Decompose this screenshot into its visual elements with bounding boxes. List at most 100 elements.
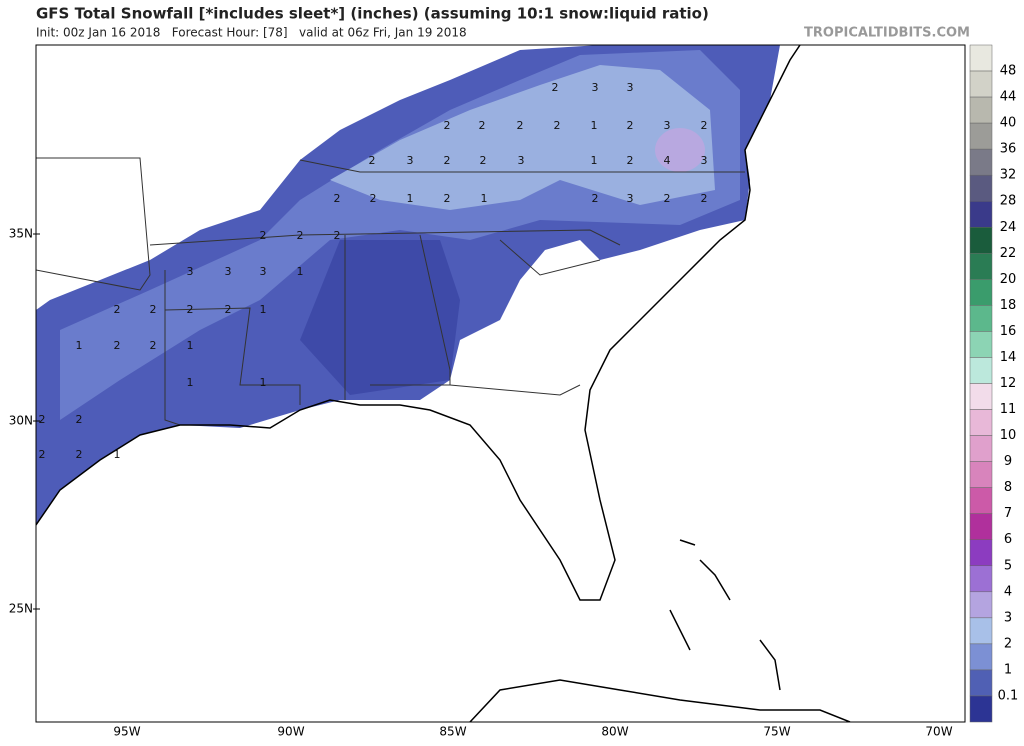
colorbar-label: 16 <box>1000 324 1017 339</box>
colorbar-label: 7 <box>1004 506 1012 521</box>
colorbar-swatch <box>969 357 993 384</box>
colorbar-swatch <box>969 461 993 488</box>
contour-label: 2 <box>592 192 599 205</box>
colorbar-swatch <box>969 305 993 332</box>
contour-label: 1 <box>76 339 83 352</box>
longitude-label: 70W <box>925 725 952 739</box>
colorbar-label: 3 <box>1004 610 1012 625</box>
state-lines <box>499 239 601 276</box>
colorbar-swatch <box>969 487 993 514</box>
coastline <box>36 45 801 601</box>
colorbar-label: 14 <box>1000 350 1017 365</box>
colorbar-label: 5 <box>1004 558 1012 573</box>
contour-label: 2 <box>76 448 83 461</box>
contour-label: 3 <box>627 81 634 94</box>
latitude-label: 35N <box>9 227 33 241</box>
colorbar-swatch <box>969 44 993 72</box>
map <box>36 45 965 722</box>
contour-label: 1 <box>407 192 414 205</box>
colorbar-swatch <box>969 409 993 436</box>
colorbar-swatch <box>969 695 993 723</box>
contour-label: 2 <box>187 303 194 316</box>
colorbar-label: 2 <box>1004 636 1012 651</box>
contour-label: 2 <box>444 119 451 132</box>
site: TROPICALTIDBITS.COM <box>804 26 970 41</box>
colorbar-label: 6 <box>1004 532 1012 547</box>
snow-peak <box>655 128 705 172</box>
state-lines <box>449 384 581 396</box>
contour-label: 3 <box>592 81 599 94</box>
contour-label: 2 <box>554 119 561 132</box>
subtitle: Init: 00z Jan 16 2018 Forecast Hour: [78… <box>36 26 467 40</box>
colorbar-swatch <box>969 643 993 671</box>
contour-label: 1 <box>591 154 598 167</box>
colorbar-label: 11 <box>1000 402 1017 417</box>
contour-label: 2 <box>517 119 524 132</box>
contour-label: 3 <box>701 154 708 167</box>
colorbar-swatch <box>969 148 993 176</box>
contour-label: 1 <box>260 376 267 389</box>
contour-label: 3 <box>225 265 232 278</box>
contour-label: 2 <box>334 192 341 205</box>
colorbar-label: 36 <box>1000 142 1017 157</box>
contour-label: 1 <box>187 339 194 352</box>
colorbar-label: 22 <box>1000 246 1017 261</box>
bahamas <box>759 639 781 691</box>
contour-label: 2 <box>334 229 341 242</box>
colorbar-label: 4 <box>1004 584 1012 599</box>
colorbar-swatch <box>969 70 993 98</box>
contour-label: 2 <box>225 303 232 316</box>
contour-label: 1 <box>187 376 194 389</box>
colorbar-swatch <box>969 513 993 540</box>
latitude-label: 25N <box>9 602 33 616</box>
colorbar-swatch <box>969 383 993 410</box>
colorbar-label: 9 <box>1004 454 1012 469</box>
contour-label: 3 <box>518 154 525 167</box>
contour-label: 2 <box>444 154 451 167</box>
colorbar-swatch <box>969 435 993 462</box>
bahamas <box>699 559 731 601</box>
contour-label: 2 <box>39 413 46 426</box>
contour-label: 2 <box>444 192 451 205</box>
contour-label: 2 <box>627 154 634 167</box>
bahamas <box>679 539 696 546</box>
contour-label: 2 <box>150 339 157 352</box>
contour-label: 3 <box>627 192 634 205</box>
state-lines <box>164 307 301 405</box>
longitude-label: 75W <box>763 725 790 739</box>
contour-label: 1 <box>297 265 304 278</box>
colorbar-label: 0.1 <box>998 688 1019 703</box>
contour-label: 2 <box>260 229 267 242</box>
colorbar-label: 48 <box>1000 64 1017 79</box>
contour-label: 2 <box>114 339 121 352</box>
contour-label: 1 <box>260 303 267 316</box>
snow-dark <box>300 240 460 395</box>
bahamas <box>669 609 691 651</box>
contour-label: 3 <box>664 119 671 132</box>
snow-light <box>330 65 715 210</box>
contour-label: 1 <box>481 192 488 205</box>
longitude-label: 90W <box>277 725 304 739</box>
contour-label: 3 <box>187 265 194 278</box>
colorbar-label: 44 <box>1000 90 1017 105</box>
colorbar-swatch <box>969 253 993 280</box>
colorbar-label: 40 <box>1000 116 1017 131</box>
colorbar-label: 24 <box>1000 220 1017 235</box>
contour-label: 3 <box>407 154 414 167</box>
colorbar-label: 28 <box>1000 194 1017 209</box>
state-lines <box>370 234 451 386</box>
state-lines <box>164 270 181 426</box>
contour-label: 1 <box>114 448 121 461</box>
colorbar-swatch <box>969 96 993 124</box>
state-lines <box>299 159 745 173</box>
contour-label: 2 <box>480 154 487 167</box>
colorbar-swatch <box>969 174 993 202</box>
contour-label: 2 <box>369 154 376 167</box>
colorbar-swatch <box>969 331 993 358</box>
contour-label: 1 <box>591 119 598 132</box>
contour-label: 2 <box>479 119 486 132</box>
latitude-label: 30N <box>9 414 33 428</box>
longitude-label: 95W <box>113 725 140 739</box>
colorbar-swatch <box>969 279 993 306</box>
